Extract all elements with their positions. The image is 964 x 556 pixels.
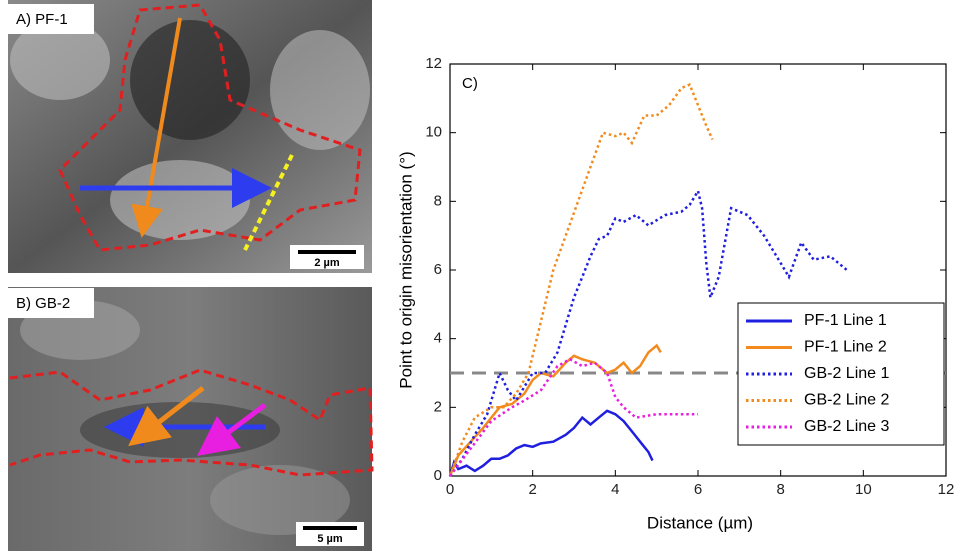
scale-bar-label: 2 µm: [314, 257, 340, 269]
legend-label: GB-2 Line 3: [804, 418, 889, 435]
chart: C) Distance (µm) Point to origin misorie…: [396, 55, 954, 533]
y-axis-label: Point to origin misorientation (°): [396, 151, 415, 388]
legend-label: GB-2 Line 1: [804, 365, 889, 382]
y-tick-label: 8: [434, 192, 442, 209]
y-tick-label: 10: [425, 124, 442, 141]
x-tick-label: 0: [446, 481, 454, 498]
micrograph-a: A) PF-1 2 µm: [8, 0, 372, 273]
y-tick-label: 6: [434, 261, 442, 278]
x-tick-label: 2: [528, 481, 536, 498]
scale-bar-label: 5 µm: [317, 533, 343, 545]
y-tick-label: 2: [434, 398, 442, 415]
panel-label: C): [462, 75, 478, 92]
x-tick-label: 8: [776, 481, 784, 498]
panel-label: B) GB-2: [16, 295, 70, 312]
legend-box: [737, 302, 945, 446]
data-line: [449, 357, 698, 477]
data-line: [448, 187, 848, 477]
x-tick-label: 10: [855, 481, 872, 498]
data-line: [448, 82, 714, 477]
y-tick-label: 0: [434, 467, 442, 484]
legend-label: PF-1 Line 2: [804, 339, 887, 356]
y-tick-label: 4: [434, 330, 442, 347]
micrograph-b: B) GB-2 5 µm: [8, 287, 374, 551]
panel-label: A) PF-1: [16, 11, 68, 28]
data-line: [448, 409, 654, 477]
legend-label: GB-2 Line 2: [804, 392, 889, 409]
x-tick-label: 12: [938, 481, 955, 498]
x-tick-label: 4: [611, 481, 619, 498]
x-axis-label: Distance (µm): [647, 513, 753, 532]
legend-label: PF-1 Line 1: [804, 312, 887, 329]
x-tick-label: 6: [694, 481, 702, 498]
y-tick-label: 12: [425, 55, 442, 72]
